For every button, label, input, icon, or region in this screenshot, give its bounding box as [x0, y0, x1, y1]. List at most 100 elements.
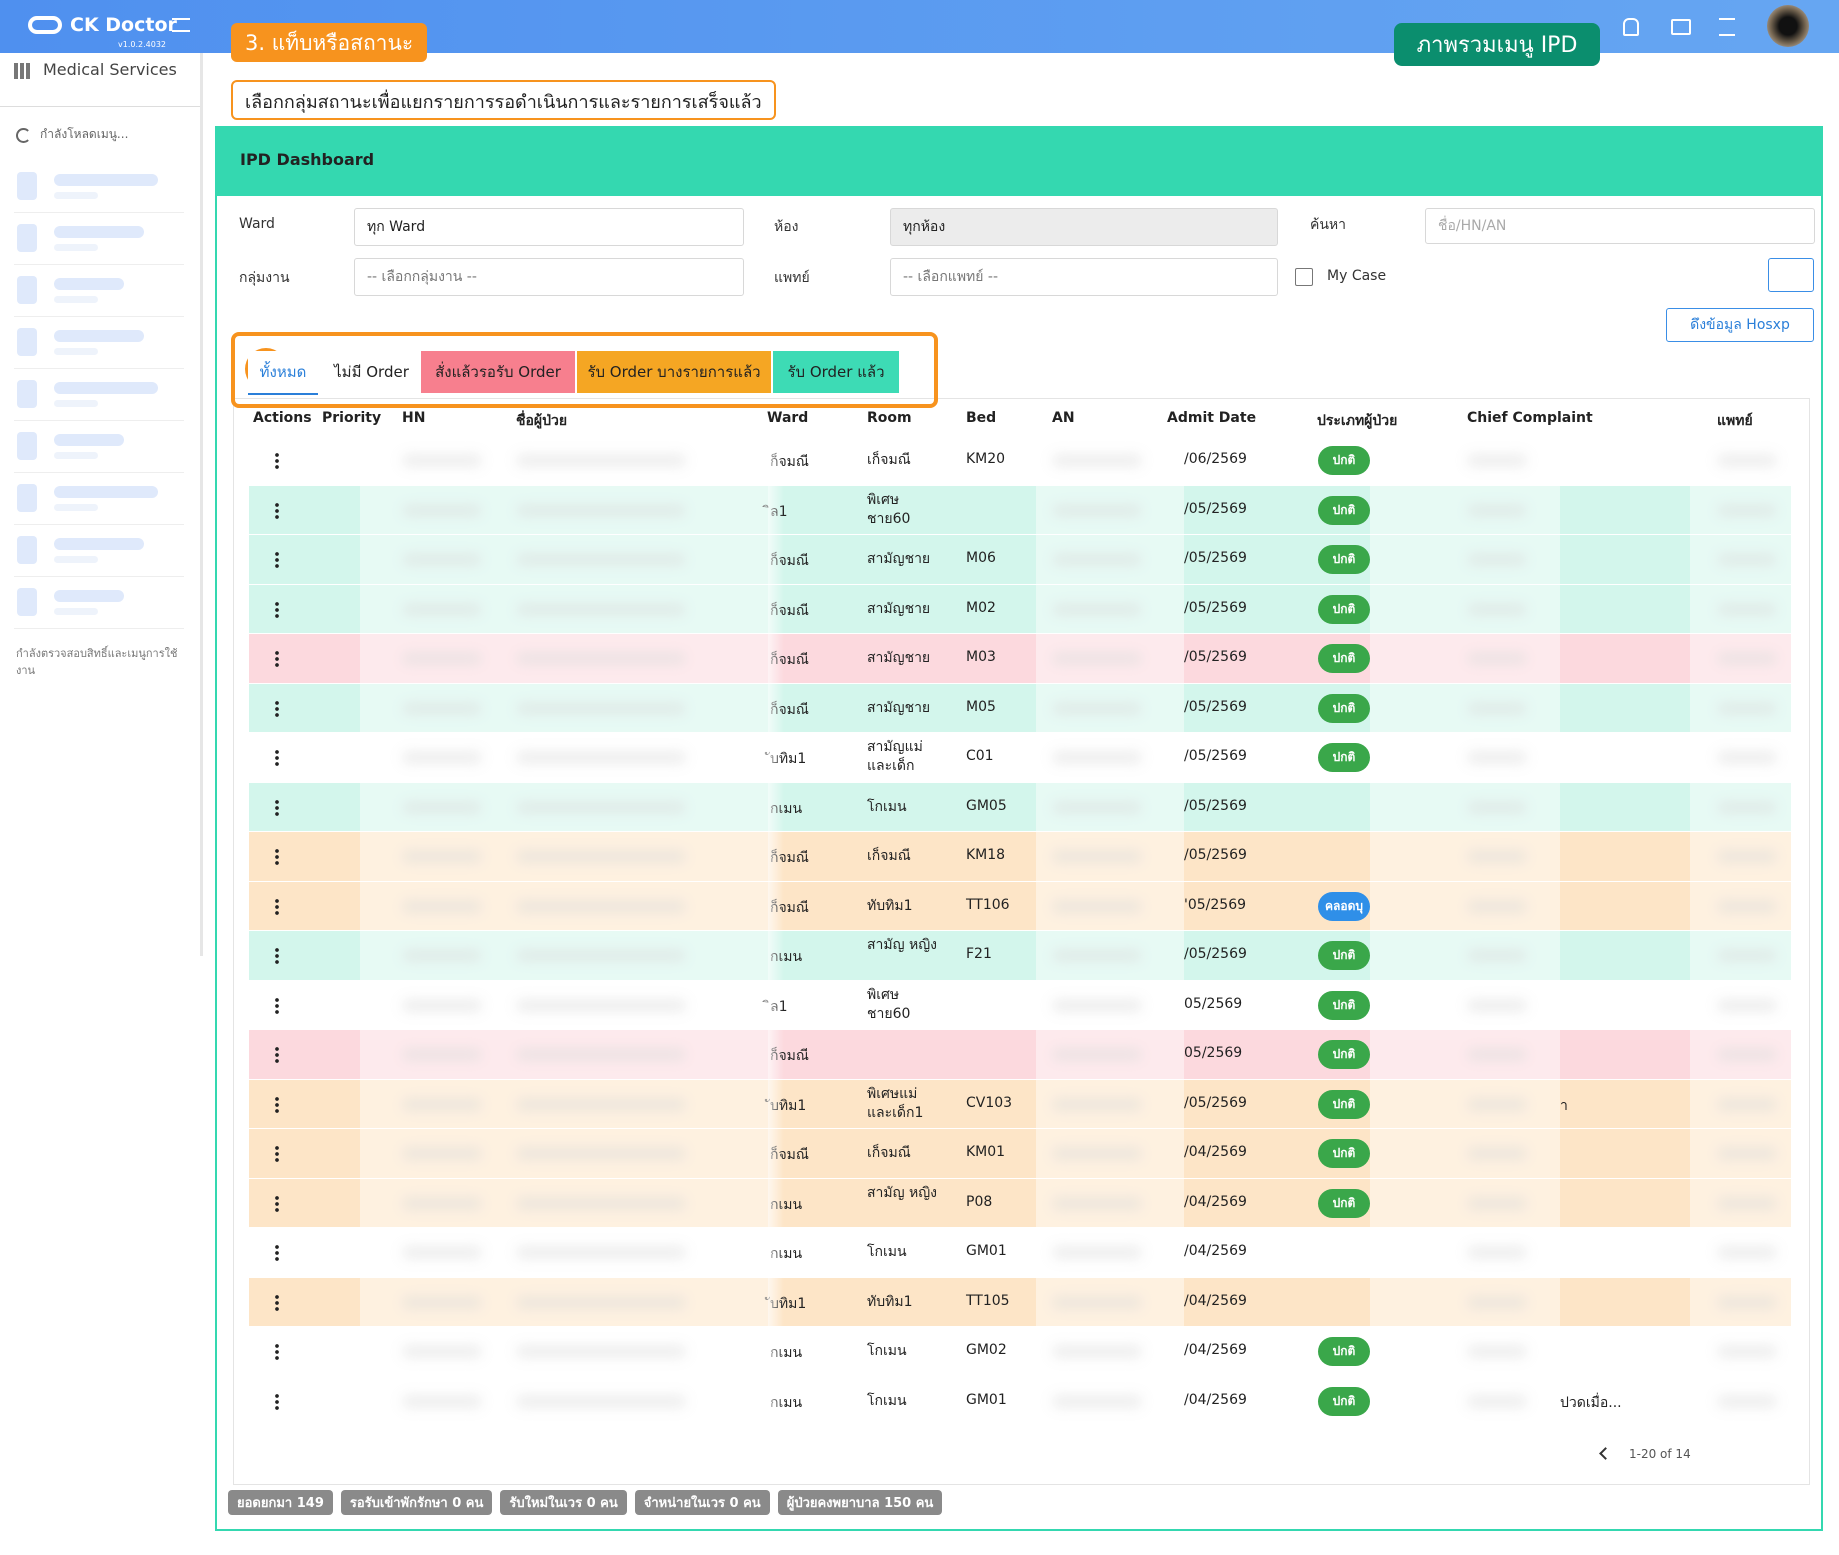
- filter-label: แพทย์: [774, 270, 810, 286]
- row-actions[interactable]: [275, 749, 279, 766]
- blurred-cell: [1467, 1394, 1527, 1408]
- doctor-select[interactable]: -- เลือกแพทย์ --: [890, 258, 1278, 296]
- room-select[interactable]: ทุกห้อง: [890, 208, 1278, 246]
- complaint-cell: า: [1560, 1097, 1568, 1114]
- status-tab[interactable]: ไม่มี Order: [324, 351, 419, 393]
- status-tab[interactable]: รับ Order แล้ว: [773, 351, 899, 393]
- blurred-cell: [1052, 1295, 1142, 1309]
- skeleton-divider: [14, 472, 184, 473]
- version: v1.0.2.4032: [118, 40, 166, 49]
- status-tab[interactable]: สั่งแล้วรอรับ Order: [421, 351, 575, 393]
- apps-icon: [14, 63, 30, 79]
- ward-select[interactable]: ทุก Ward: [354, 208, 744, 246]
- row-actions[interactable]: [275, 1095, 279, 1113]
- skeleton-line: [54, 608, 98, 615]
- admit-date-cell: /05/2569: [1184, 649, 1247, 665]
- table-row: [249, 1079, 1791, 1129]
- row-actions[interactable]: [275, 897, 279, 915]
- admit-date-cell: /05/2569: [1184, 698, 1247, 715]
- blurred-cell: [1467, 503, 1527, 517]
- room-cell: พิเศษ ชาย60: [867, 986, 911, 1022]
- skeleton-line: [54, 192, 98, 199]
- bed-cell: KM20: [966, 451, 1006, 467]
- row-actions[interactable]: [275, 1244, 279, 1261]
- blurred-cell: [1717, 850, 1777, 863]
- filter-label: ค้นหา: [1310, 217, 1347, 233]
- blurred-cell: [1467, 652, 1527, 665]
- bed-cell: M02: [966, 599, 996, 616]
- bed-cell: P08: [966, 1193, 993, 1210]
- row-actions[interactable]: [275, 1046, 279, 1063]
- column-header: ชื่อผู้ป่วย: [516, 413, 568, 429]
- avatar[interactable]: [1767, 5, 1809, 47]
- blurred-cell: [516, 701, 686, 715]
- row-actions[interactable]: [275, 1392, 279, 1410]
- row-actions[interactable]: [275, 650, 279, 667]
- row-actions[interactable]: [275, 501, 279, 519]
- blurred-cell: [1052, 454, 1142, 467]
- mail-icon[interactable]: [1671, 19, 1691, 35]
- admit-date-cell: /05/2569: [1184, 847, 1247, 863]
- blurred-cell: [1717, 503, 1777, 517]
- column-header: Room: [867, 410, 912, 426]
- admit-date-cell: '05/2569: [1184, 896, 1247, 913]
- blurred-cell: [1717, 1246, 1777, 1259]
- bell-icon[interactable]: [1623, 18, 1639, 36]
- row-actions[interactable]: [275, 996, 279, 1014]
- blurred-cell: [516, 454, 686, 467]
- room-cell: สามัญชาย: [867, 551, 931, 567]
- column-header: HN: [402, 410, 426, 426]
- blurred-cell: [1052, 1394, 1142, 1408]
- skeleton-divider: [14, 524, 184, 525]
- blurred-cell: [402, 1345, 482, 1358]
- blurred-cell: [1717, 602, 1777, 616]
- blurred-cell: [402, 1295, 482, 1309]
- my-case-checkbox[interactable]: [1295, 268, 1313, 286]
- admit-date-cell: 05/2569: [1184, 1045, 1243, 1061]
- status-tab[interactable]: รับ Order บางรายการแล้ว: [577, 351, 771, 393]
- patient-type-badge: ปกติ: [1318, 693, 1370, 723]
- row-actions[interactable]: [275, 848, 279, 865]
- privacy-mask: [360, 428, 768, 1460]
- fetch-button[interactable]: ดึงข้อมูล Hosxp: [1666, 308, 1814, 342]
- skeleton-icon: [17, 276, 37, 304]
- blurred-cell: [516, 503, 686, 517]
- group-select[interactable]: -- เลือกกลุ่มงาน --: [354, 258, 744, 296]
- menu-toggle[interactable]: [172, 18, 190, 32]
- row-actions[interactable]: [275, 798, 279, 816]
- blurred-cell: [1717, 553, 1777, 566]
- app-name: CK Doctor: [70, 14, 177, 36]
- row-actions[interactable]: [275, 452, 279, 469]
- blurred-cell: [402, 602, 482, 616]
- skeleton-divider: [14, 628, 184, 629]
- logo: [28, 16, 62, 34]
- blurred-cell: [1717, 1097, 1777, 1111]
- blurred-cell: [516, 1345, 686, 1358]
- blurred-cell: [516, 1246, 686, 1259]
- blurred-cell: [1717, 1196, 1777, 1210]
- row-actions[interactable]: [275, 1194, 279, 1212]
- skeleton-icon: [17, 328, 37, 356]
- print-button[interactable]: [1768, 258, 1814, 292]
- blurred-cell: [516, 602, 686, 616]
- skeleton-line: [54, 296, 98, 303]
- patient-type-badge: ปกติ: [1318, 1040, 1370, 1069]
- row-actions[interactable]: [275, 699, 279, 717]
- status-tab[interactable]: ทั้งหมด: [248, 351, 318, 395]
- row-actions[interactable]: [275, 551, 279, 568]
- blurred-cell: [402, 1394, 482, 1408]
- list-icon[interactable]: [1719, 18, 1735, 36]
- row-actions[interactable]: [275, 1343, 279, 1360]
- row-actions[interactable]: [275, 1293, 279, 1311]
- search-input[interactable]: ชื่อ/HN/AN: [1425, 208, 1815, 244]
- row-actions[interactable]: [275, 1145, 279, 1162]
- row-actions[interactable]: [275, 600, 279, 618]
- skeleton-line: [54, 330, 144, 342]
- column-header: แพทย์: [1717, 413, 1753, 429]
- room-cell: สามัญชาย: [867, 600, 931, 617]
- sidebar-menu[interactable]: Medical Services: [43, 60, 177, 79]
- row-actions[interactable]: [275, 947, 279, 964]
- skeleton-line: [54, 348, 98, 355]
- admit-date-cell: /05/2569: [1184, 748, 1247, 764]
- skeleton-divider: [14, 316, 184, 317]
